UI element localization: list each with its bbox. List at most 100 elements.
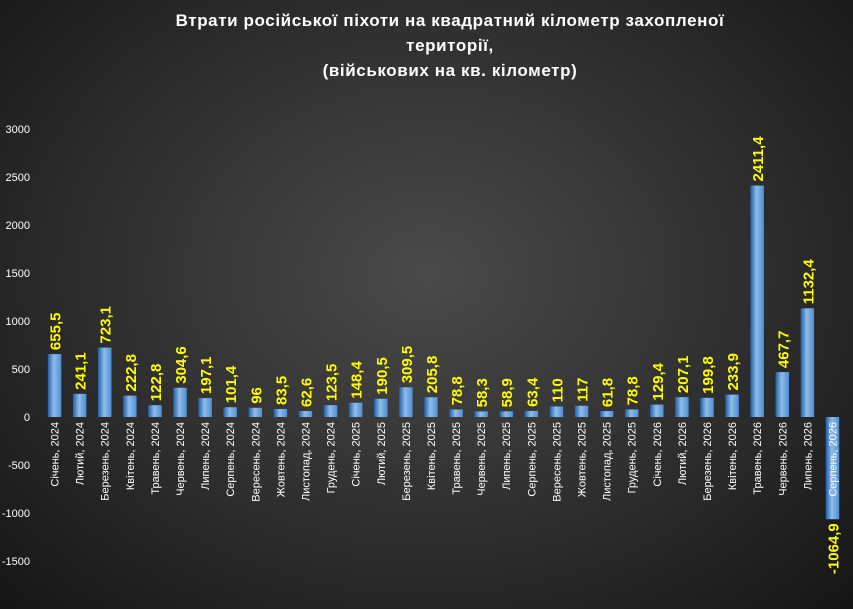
category-label: Березень, 2024 xyxy=(100,422,112,501)
y-axis: -1500 -1000 -500 0 500 1000 1500 2000 2500 3000 xyxy=(2,124,30,568)
y-tick-label: -1000 xyxy=(2,508,30,520)
bar xyxy=(499,411,513,417)
bar xyxy=(574,405,589,417)
chart-title-line: (військових на кв. кілометр) xyxy=(322,61,578,80)
y-tick-label: -500 xyxy=(8,460,30,472)
chart-title: Втрати російської піхоти на квадратний к… xyxy=(100,8,800,83)
data-label: 78,8 xyxy=(449,376,466,405)
category-label: Липень, 2025 xyxy=(501,422,513,490)
category-label: Жовтень, 2025 xyxy=(577,422,589,497)
bar xyxy=(675,397,689,417)
y-tick-label: 3000 xyxy=(6,124,30,136)
category-label: Жовтень, 2024 xyxy=(275,422,287,497)
category-label: Травень, 2026 xyxy=(752,422,764,495)
category-label: Квітень, 2024 xyxy=(125,422,137,490)
y-tick-label: 1500 xyxy=(6,268,30,280)
category-label: Червень, 2024 xyxy=(175,422,187,496)
category-label: Квітень, 2026 xyxy=(727,422,739,490)
data-label: 123,5 xyxy=(324,364,341,402)
bar xyxy=(750,185,764,417)
data-label: 63,4 xyxy=(524,377,541,407)
bar xyxy=(248,407,263,417)
data-label: 467,7 xyxy=(775,331,792,369)
data-label: 233,9 xyxy=(725,353,742,391)
bar xyxy=(800,308,815,417)
bar xyxy=(298,410,313,417)
category-label: Червень, 2025 xyxy=(476,422,488,496)
category-label: Січень, 2024 xyxy=(50,422,62,487)
category-label: Березень, 2026 xyxy=(702,422,714,501)
bar xyxy=(725,394,739,417)
category-label: Липень, 2026 xyxy=(802,422,814,490)
bars xyxy=(47,185,840,520)
y-tick-label: 500 xyxy=(12,364,30,376)
bar xyxy=(825,417,840,520)
category-label: Травень, 2025 xyxy=(451,422,463,495)
bar xyxy=(474,411,488,417)
data-label: 205,8 xyxy=(424,356,441,394)
category-label: Грудень, 2025 xyxy=(627,422,639,493)
category-label: Вересень, 2024 xyxy=(250,422,262,502)
data-label: 241,1 xyxy=(73,352,90,390)
bar xyxy=(198,398,212,417)
data-labels: 655,5 241,1 723,1 222,8 122,8 304,6 197,1 101,4… xyxy=(48,136,843,574)
category-label: Червень, 2026 xyxy=(777,422,789,496)
bar xyxy=(624,409,639,417)
data-label: 1132,4 xyxy=(800,259,817,305)
data-label: 199,8 xyxy=(700,356,717,394)
data-label: 148,4 xyxy=(349,361,366,399)
category-label: Січень, 2025 xyxy=(351,422,363,487)
bar xyxy=(449,409,463,417)
bar xyxy=(424,397,438,417)
category-label: Грудень, 2024 xyxy=(326,422,338,493)
category-label: Серпень, 2024 xyxy=(225,422,237,497)
bar xyxy=(273,408,288,417)
bar xyxy=(323,405,338,417)
bar xyxy=(123,395,137,417)
data-label: 78,8 xyxy=(625,376,642,405)
bar xyxy=(223,407,237,417)
y-tick-label: 1000 xyxy=(6,316,30,328)
bar xyxy=(399,387,413,417)
data-label: 122,8 xyxy=(148,364,165,402)
data-label: 207,1 xyxy=(675,356,692,394)
y-tick-label: 2000 xyxy=(6,220,30,232)
category-label: Липень, 2024 xyxy=(200,422,212,490)
y-tick-label: 0 xyxy=(24,412,30,424)
bar xyxy=(173,387,187,417)
data-label: 655,5 xyxy=(48,313,65,351)
data-label: 2411,4 xyxy=(750,136,767,182)
category-label: Квітень, 2025 xyxy=(426,422,438,490)
data-label: 222,8 xyxy=(123,354,140,392)
bar xyxy=(599,411,614,417)
category-label: Лютий, 2025 xyxy=(376,422,388,485)
data-label: -1064,9 xyxy=(825,523,842,574)
category-label: Серпень, 2026 xyxy=(827,422,839,497)
data-label: 117 xyxy=(575,378,592,402)
chart-title-line: території, xyxy=(406,36,494,55)
category-label: Вересень, 2025 xyxy=(551,422,563,502)
bar xyxy=(47,354,62,417)
data-label: 58,3 xyxy=(474,378,491,407)
data-label: 61,8 xyxy=(600,378,617,407)
category-labels: Січень, 2024 Лютий, 2024 Березень, 2024 Кві… xyxy=(50,422,840,502)
data-label: 96 xyxy=(248,387,265,404)
category-label: Травень, 2024 xyxy=(150,422,162,495)
y-tick-label: 2500 xyxy=(6,172,30,184)
bar xyxy=(775,372,790,417)
data-label: 190,5 xyxy=(374,357,391,395)
data-label: 309,5 xyxy=(399,346,416,384)
category-label: Листопад, 2024 xyxy=(300,422,312,501)
bar xyxy=(700,397,714,417)
category-label: Лютий, 2024 xyxy=(75,422,87,485)
chart-title-line: Втрати російської піхоти на квадратний к… xyxy=(175,11,725,30)
category-label: Березень, 2025 xyxy=(401,422,413,501)
bar xyxy=(374,398,388,417)
bar xyxy=(97,347,112,417)
bar xyxy=(650,404,664,417)
data-label: 101,4 xyxy=(223,365,240,403)
data-label: 197,1 xyxy=(198,357,215,395)
data-label: 304,6 xyxy=(173,346,190,384)
bar xyxy=(549,406,564,417)
